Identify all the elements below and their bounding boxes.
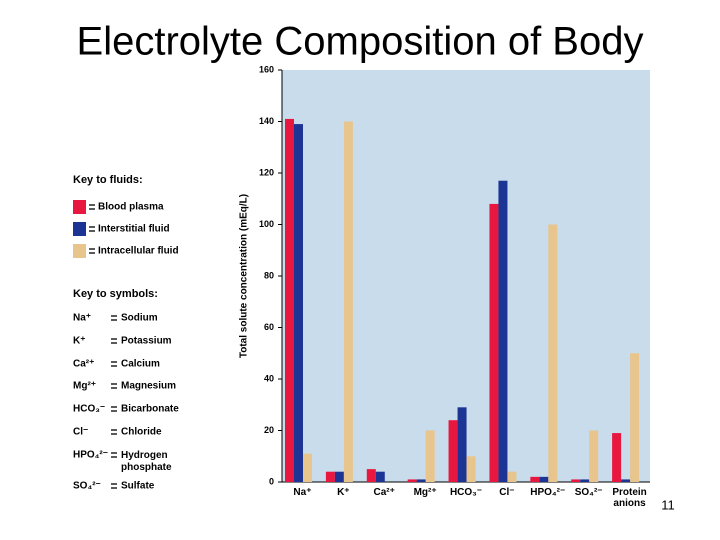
bar <box>457 407 467 482</box>
fluid-key-title: Key to fluids: <box>73 174 143 186</box>
x-tick-label: HCO₃⁻ <box>449 487 483 498</box>
bar <box>530 476 540 482</box>
x-tick-label: Mg²⁺ <box>413 487 437 498</box>
bar <box>466 456 476 482</box>
legend-label: Blood plasma <box>98 202 164 213</box>
bar <box>589 430 599 482</box>
symbol-meaning: Magnesium <box>121 381 176 392</box>
x-tick-label: HPO₄²⁻ <box>530 487 566 498</box>
bar <box>407 479 417 482</box>
y-tick-label: 160 <box>259 64 274 74</box>
bar <box>375 471 385 482</box>
symbol: HCO₃⁻ <box>73 404 105 415</box>
y-axis-label: Total solute concentration (mEq/L) <box>239 194 250 358</box>
symbol: HPO₄²⁻ <box>73 450 108 461</box>
legend-label: Intracellular fluid <box>98 246 179 257</box>
bar <box>366 469 376 482</box>
symbol: K⁺ <box>73 336 86 347</box>
legend-swatch <box>73 222 86 236</box>
symbol-meaning: Sodium <box>121 313 158 324</box>
y-tick-label: 140 <box>259 116 274 126</box>
symbol: Cl⁻ <box>73 427 88 438</box>
x-tick-label: Protein anions <box>612 487 647 509</box>
x-tick-label: SO₄²⁻ <box>574 487 603 498</box>
y-tick-label: 100 <box>259 219 274 229</box>
y-tick-label: 60 <box>264 322 274 332</box>
symbol: Na⁺ <box>73 313 91 324</box>
y-tick-label: 0 <box>269 476 274 486</box>
bar <box>539 476 549 482</box>
symbol: Mg²⁺ <box>73 381 96 392</box>
bar <box>285 118 294 483</box>
bar <box>343 121 353 482</box>
legend-swatch <box>73 244 86 258</box>
bar <box>425 430 435 482</box>
bar <box>507 471 517 482</box>
page-number: 11 <box>661 497 675 512</box>
bar <box>325 471 335 482</box>
symbol-key-title: Key to symbols: <box>73 288 158 300</box>
bar <box>612 433 622 482</box>
x-tick-label: Na⁺ <box>293 487 312 498</box>
symbol: Ca²⁺ <box>73 359 94 370</box>
bar <box>580 479 590 482</box>
symbol-meaning: Calcium <box>121 359 160 370</box>
symbol-meaning: Potassium <box>121 336 172 347</box>
y-tick-label: 20 <box>264 425 274 435</box>
bar <box>498 180 508 482</box>
y-tick-label: 80 <box>264 270 274 280</box>
bar <box>294 124 303 482</box>
bar <box>630 353 640 482</box>
bar <box>303 453 312 482</box>
x-tick-label: Cl⁻ <box>499 487 515 498</box>
bar <box>571 479 581 482</box>
bar <box>334 471 344 482</box>
symbol: SO₄²⁻ <box>73 481 101 492</box>
symbol-meaning: Hydrogen phosphate <box>121 450 172 473</box>
bar <box>621 479 631 482</box>
bar <box>448 420 458 482</box>
x-tick-label: Ca²⁺ <box>373 487 395 498</box>
y-tick-label: 120 <box>259 167 274 177</box>
x-tick-label: K⁺ <box>337 487 350 498</box>
bar <box>548 224 558 482</box>
bar <box>489 203 499 482</box>
y-tick-label: 40 <box>264 373 274 383</box>
legend-swatch <box>73 200 86 214</box>
slide-title: Electrolyte Composition of Body <box>77 20 644 64</box>
bar <box>416 479 426 482</box>
legend-label: Interstitial fluid <box>98 224 170 235</box>
symbol-meaning: Bicarbonate <box>121 404 179 415</box>
symbol-meaning: Sulfate <box>121 481 155 492</box>
symbol-meaning: Chloride <box>121 427 162 438</box>
